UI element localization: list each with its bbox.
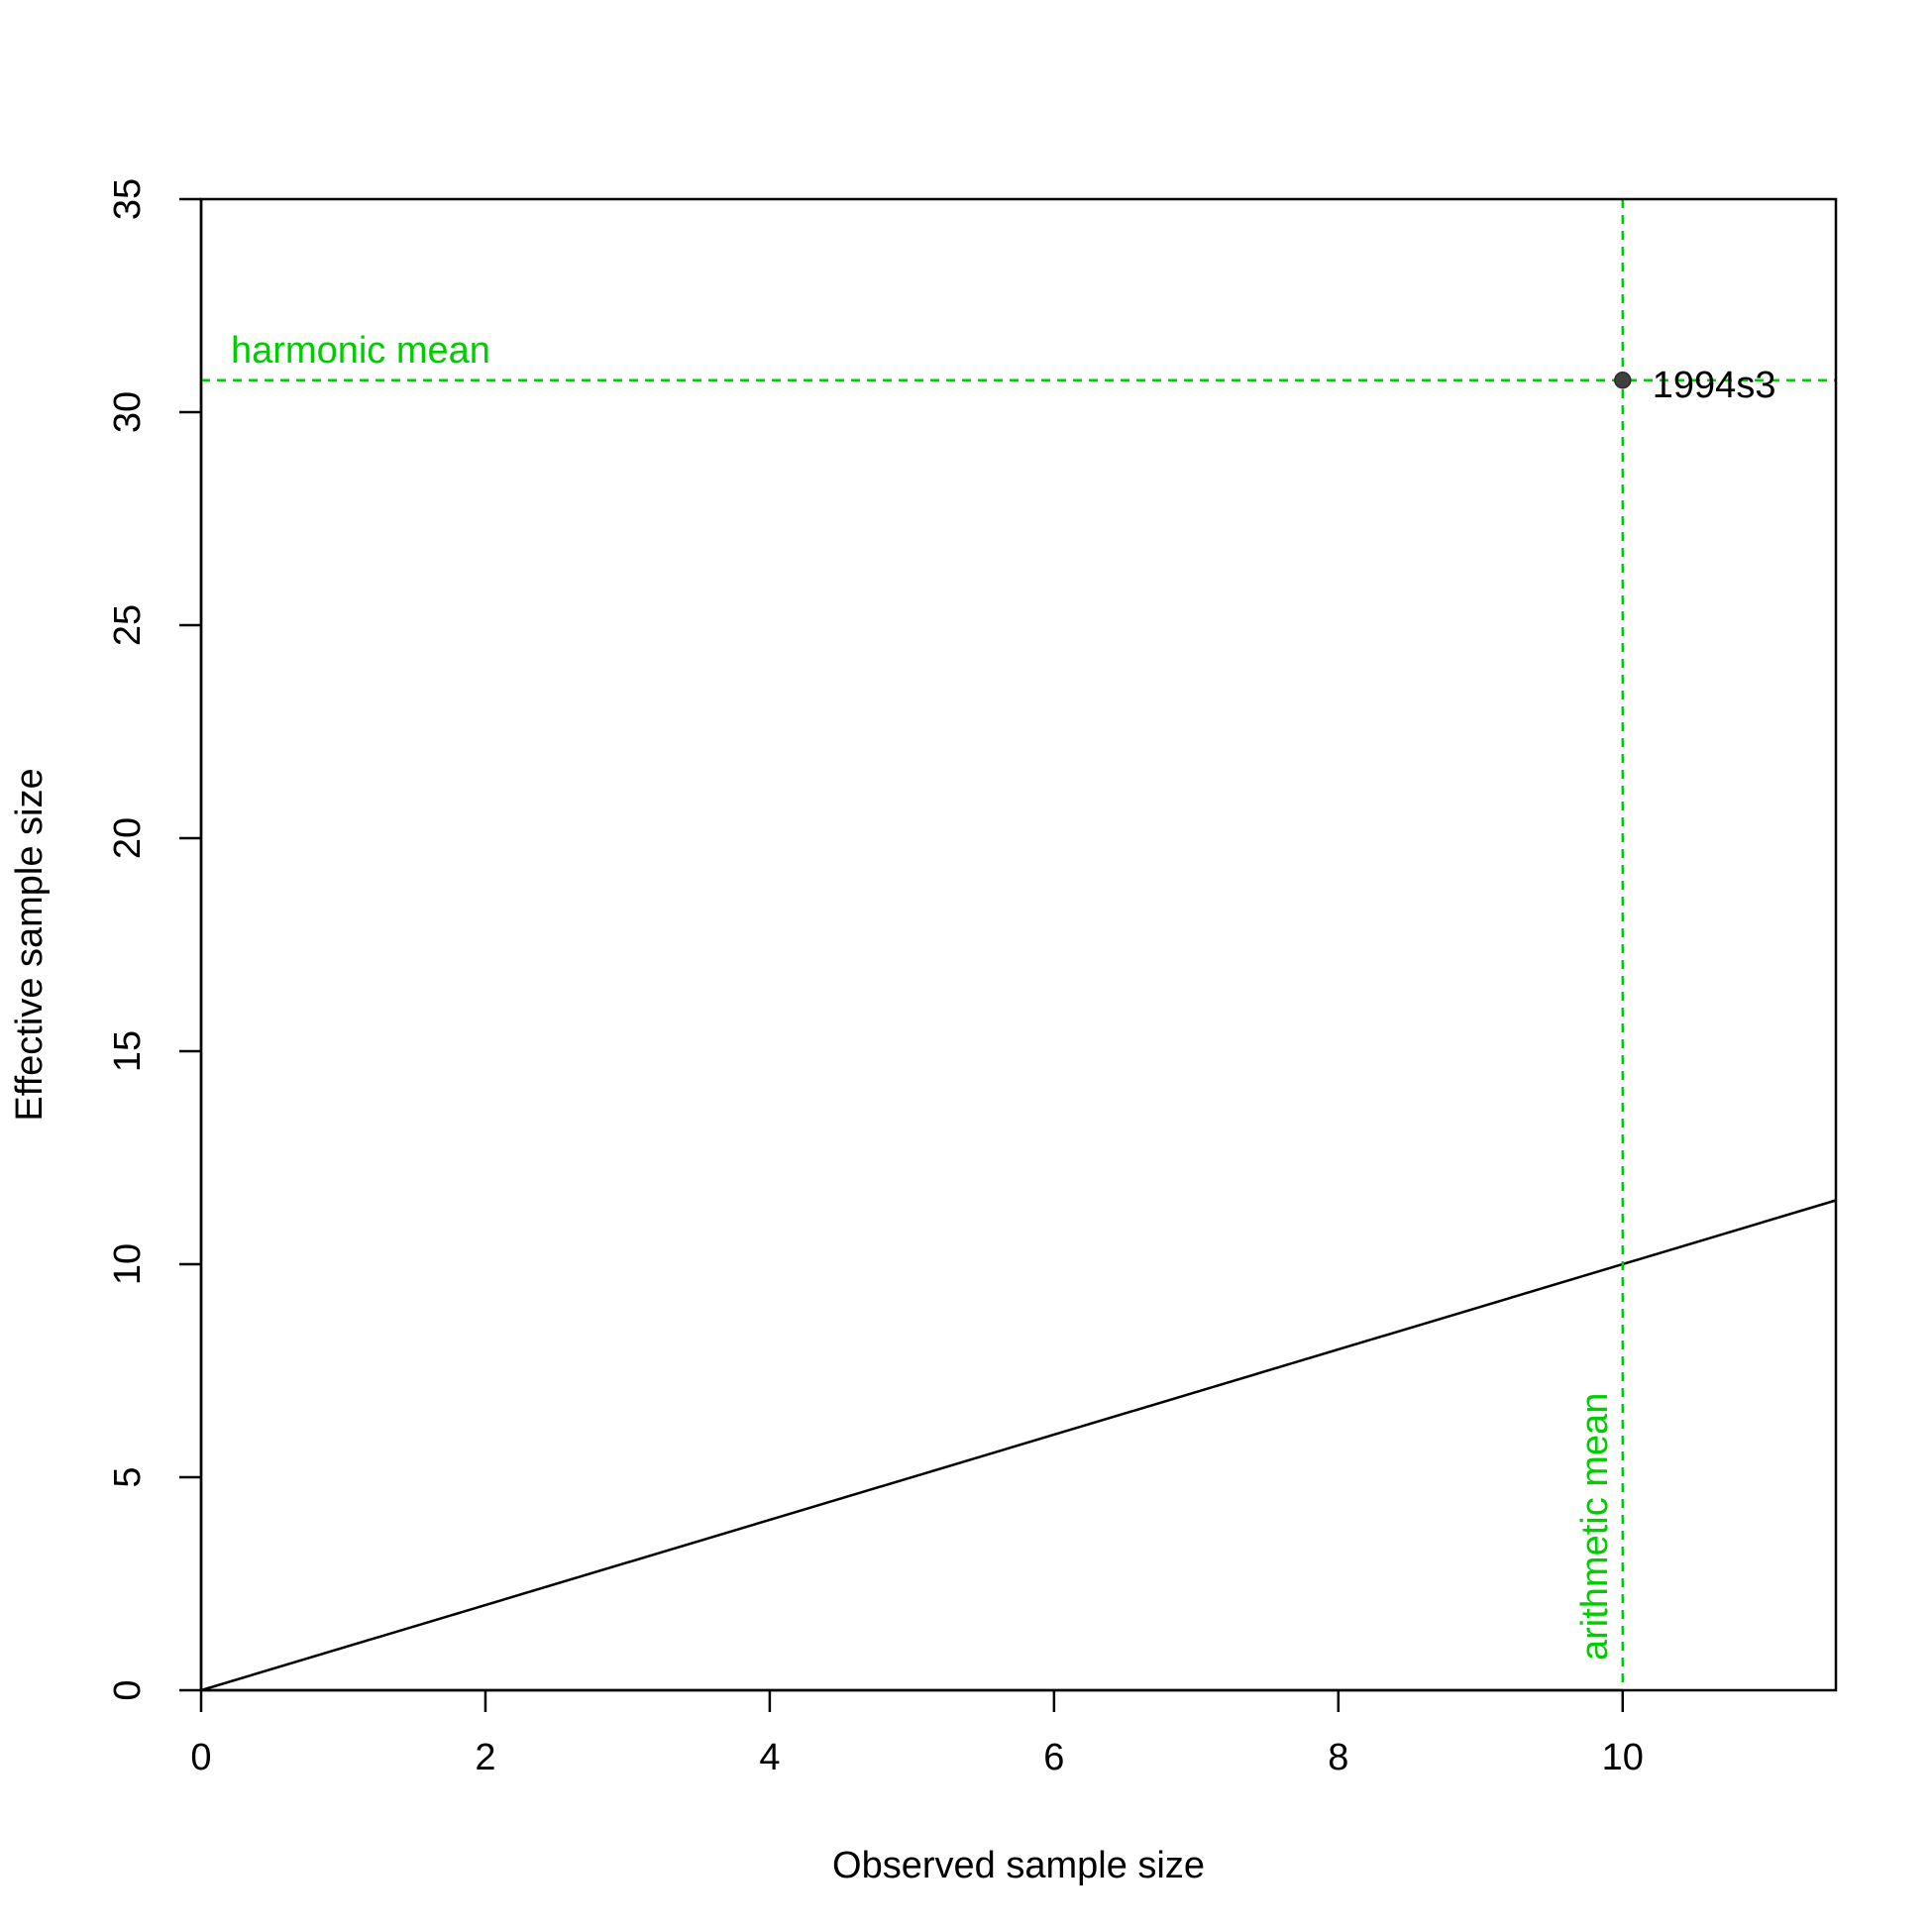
plot-frame [199,197,1838,1692]
y-tick-label: 10 [107,1243,149,1285]
y-tick-label: 20 [107,817,149,859]
x-tick-label: 8 [1328,1737,1348,1778]
data-point-label: 1994s3 [1653,365,1776,406]
x-tick-label: 2 [475,1737,495,1778]
x-axis-title: Observed sample size [832,1845,1205,1886]
x-tick-label: 4 [759,1737,780,1778]
y-tick-label: 5 [107,1466,149,1487]
identity-line [200,1199,1837,1692]
y-tick-label: 15 [107,1030,149,1072]
x-axis: 0 2 4 6 8 10 [190,1688,1644,1778]
harmonic-mean-label: harmonic mean [231,330,490,372]
plot-area: 1994s3 [200,199,1837,1692]
y-tick-label: 25 [107,604,149,646]
data-point [1614,372,1632,389]
y-axis-title: Effective sample size [9,768,51,1121]
y-tick-label: 35 [107,178,149,220]
y-tick-label: 0 [107,1679,149,1700]
x-tick-label: 10 [1602,1737,1644,1778]
y-tick-label: 30 [107,391,149,433]
y-axis: 0 5 10 15 20 25 30 35 [107,178,203,1701]
x-tick-label: 6 [1043,1737,1064,1778]
x-tick-label: 0 [190,1737,211,1778]
arithmetic-mean-label: arithmetic mean [1574,1393,1616,1661]
